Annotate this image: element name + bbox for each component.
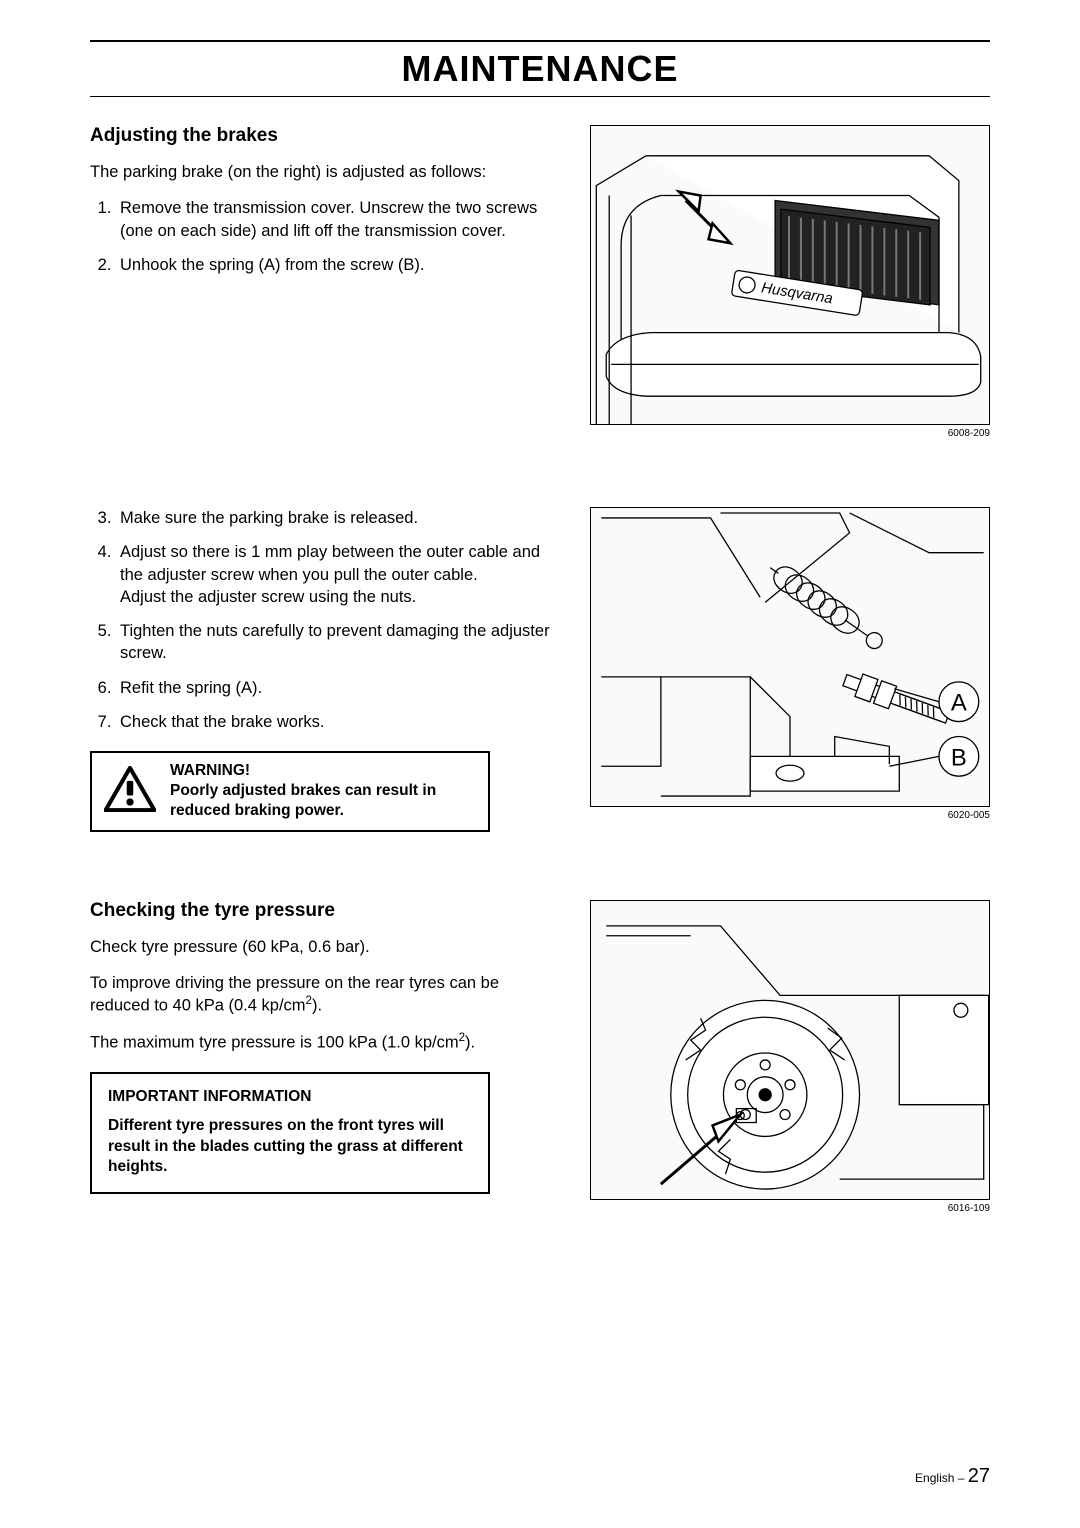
- p2-b: ).: [312, 997, 322, 1015]
- step-7: Check that the brake works.: [116, 711, 560, 733]
- section1-steps-b: Make sure the parking brake is released.…: [90, 507, 560, 733]
- section2-heading: Checking the tyre pressure: [90, 900, 560, 922]
- step-3: Make sure the parking brake is released.: [116, 507, 560, 529]
- warning-text: WARNING! Poorly adjusted brakes can resu…: [170, 761, 476, 821]
- p2-a: To improve driving the pressure on the r…: [90, 974, 499, 1015]
- figure1-caption: 6008-209: [590, 428, 990, 439]
- warning-title: WARNING!: [170, 761, 476, 781]
- step-2: Unhook the spring (A) from the screw (B)…: [116, 254, 560, 276]
- warning-body: Poorly adjusted brakes can result in red…: [170, 781, 476, 821]
- page-footer: English – 27: [915, 1465, 990, 1488]
- section1-heading: Adjusting the brakes: [90, 125, 560, 147]
- p3-b: ).: [465, 1033, 475, 1051]
- important-info-box: IMPORTANT INFORMATION Different tyre pre…: [90, 1072, 490, 1195]
- section1-steps-a: Remove the transmission cover. Unscrew t…: [90, 197, 560, 276]
- figure2-caption: 6020-005: [590, 810, 990, 821]
- callout-A: A: [951, 690, 967, 717]
- header-rule-top: [90, 40, 990, 42]
- info-body: Different tyre pressures on the front ty…: [108, 1116, 472, 1179]
- page-title: MAINTENANCE: [90, 46, 990, 96]
- step-6: Refit the spring (A).: [116, 677, 560, 699]
- step-5: Tighten the nuts carefully to prevent da…: [116, 620, 560, 665]
- step-1: Remove the transmission cover. Unscrew t…: [116, 197, 560, 242]
- callout-B: B: [951, 744, 967, 771]
- footer-page: 27: [968, 1465, 990, 1487]
- footer-lang: English: [915, 1471, 954, 1485]
- figure-transmission-cover: Husqvarna: [590, 125, 990, 425]
- figure3-caption: 6016-109: [590, 1203, 990, 1214]
- warning-icon: [104, 766, 156, 817]
- warning-box: WARNING! Poorly adjusted brakes can resu…: [90, 751, 490, 831]
- section2-p1: Check tyre pressure (60 kPa, 0.6 bar).: [90, 936, 560, 958]
- section2-p3: The maximum tyre pressure is 100 kPa (1.…: [90, 1031, 560, 1054]
- figure-brake-adjuster: A B: [590, 507, 990, 807]
- figure-tyre: [590, 900, 990, 1200]
- step-4: Adjust so there is 1 mm play between the…: [116, 541, 560, 608]
- header-rule-bottom: [90, 96, 990, 97]
- section1-intro: The parking brake (on the right) is adju…: [90, 161, 560, 183]
- info-title: IMPORTANT INFORMATION: [108, 1088, 472, 1106]
- section2-p2: To improve driving the pressure on the r…: [90, 972, 560, 1017]
- p3-a: The maximum tyre pressure is 100 kPa (1.…: [90, 1033, 459, 1051]
- footer-sep: –: [954, 1471, 967, 1485]
